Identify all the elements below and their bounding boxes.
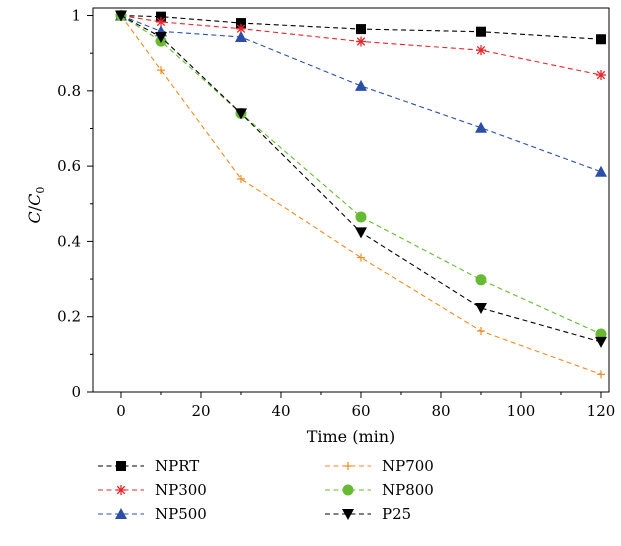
data-point-nprt [596,34,606,45]
star-d2 [356,37,366,46]
y-axis-label: C/C0 [25,187,47,224]
y-tick-label: 0 [71,383,81,401]
x-axis-label: Time (min) [307,427,396,446]
data-point-p25 [155,31,167,43]
x-tick-label: 120 [587,402,616,420]
x-tick-label: 100 [507,402,536,420]
data-point-np700 [237,174,245,183]
legend-label-p25: P25 [382,505,411,523]
x-tick-label: 60 [351,402,370,420]
data-point-np800 [355,211,367,223]
legend-item-np700: NP700 [325,457,434,475]
data-point-p25 [235,108,247,120]
y-tick-label: 1 [71,7,81,25]
y-tick-label: 0.4 [57,232,81,250]
legend-item-nprt: NPRT [98,457,199,475]
y-tick-label: 0.2 [57,308,81,326]
series-p25 [115,10,607,348]
x-tick-label: 0 [116,402,126,420]
y-axis-label-sep: / [25,205,44,211]
data-point-np300 [156,16,166,27]
legend-item-np500: NP500 [98,505,207,523]
star-d2 [236,24,246,33]
legend-label-np800: NP800 [382,481,434,499]
data-point-np800 [475,274,487,286]
legend-label-np700: NP700 [382,457,434,475]
y-tick-label: 0.8 [57,82,81,100]
data-point-np800 [595,328,607,340]
legend-marker-nprt [116,461,126,471]
x-tick-label: 40 [271,402,290,420]
data-point-p25 [355,227,367,239]
data-point-nprt [476,26,486,37]
legend-label-np500: NP500 [155,505,207,523]
legend-label-np300: NP300 [155,481,207,499]
y-axis-label-main: C [25,211,44,223]
data-point-np500 [595,165,607,177]
data-point-np300 [356,36,366,47]
legend-marker-np700 [344,462,352,470]
series-line-np800 [120,15,602,335]
axes: 0 20 40 60 80 100 120 0 0.2 0.4 0.6 0.8 1 [57,7,615,420]
star-d2 [156,17,166,27]
series-line-nprt [120,14,602,40]
star-d2 [596,70,606,80]
data-point-np700 [157,66,165,75]
data-point-p25 [595,336,607,348]
data-point-np300 [596,70,606,81]
series-line-np500 [120,15,602,173]
series-line-p25 [120,15,602,343]
data-point-np500 [355,79,367,91]
data-point-p25 [475,303,487,315]
x-tick-label: 80 [431,402,450,420]
legend-marker-np800 [342,484,354,496]
data-point-np500 [475,121,487,133]
data-point-np700 [477,327,485,336]
series-np700 [117,11,605,379]
data-point-np700 [357,253,365,262]
legend-item-np300: NP300 [98,481,207,499]
series-line-np300 [120,14,602,76]
legend-label-nprt: NPRT [155,457,199,475]
series-layer [115,9,607,379]
series-line-np700 [120,15,602,375]
star-d2 [116,485,126,495]
legend: NPRT NP300 NP500 NP700 NP800 P25 [98,457,434,523]
plot-frame [92,7,610,393]
star-d2 [476,45,486,55]
data-point-p25 [115,10,127,22]
legend-marker-np300 [116,485,126,495]
legend-marker-np500 [115,508,127,519]
legend-item-p25: P25 [325,505,411,523]
y-axis-label-subscript: 0 [34,187,47,194]
legend-item-np800: NP800 [325,481,434,499]
data-point-np700 [597,370,605,379]
data-point-np300 [476,45,486,56]
data-point-nprt [156,11,166,22]
legend-marker-p25 [342,509,354,520]
series-np300 [116,10,606,81]
series-np800 [115,10,607,340]
y-tick-label: 0.6 [57,157,81,175]
data-point-nprt [236,18,246,29]
data-point-nprt [356,24,366,35]
y-axis-label-sub-base: C [25,194,44,206]
x-tick-label: 20 [191,402,210,420]
data-point-np500 [235,30,247,42]
